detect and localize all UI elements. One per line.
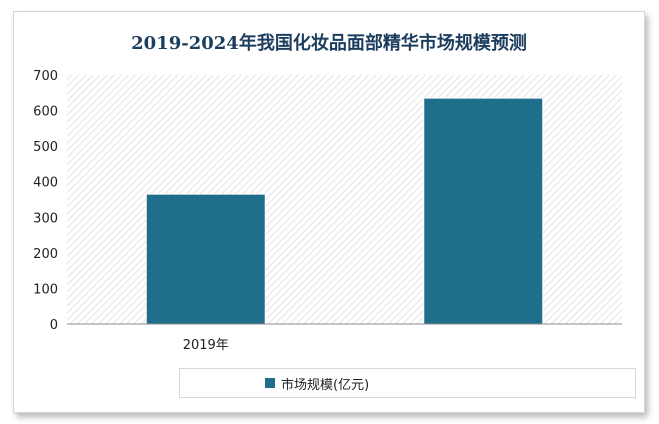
y-tick-label: 700	[33, 69, 58, 84]
y-tick-label: 500	[33, 140, 58, 155]
chart-plot: 0 100 200 300 400 500 600 700 2019年	[33, 69, 622, 353]
bars	[145, 97, 544, 325]
legend-label: 市场规模(亿元)	[281, 378, 370, 393]
x-tick-label: 2019年	[183, 338, 229, 353]
y-axis: 0 100 200 300 400 500 600 700	[33, 69, 58, 333]
chart-title: 2019-2024年我国化妆品面部精华市场规模预测	[131, 33, 527, 54]
bar	[423, 97, 544, 325]
bar	[145, 193, 266, 325]
x-axis: 2019年	[183, 338, 229, 353]
y-tick-label: 100	[33, 282, 58, 297]
y-tick-label: 600	[33, 105, 58, 120]
y-tick-label: 0	[50, 318, 58, 333]
legend: 市场规模(亿元)	[179, 368, 636, 398]
legend-swatch	[265, 378, 275, 388]
y-tick-label: 400	[33, 176, 58, 191]
y-tick-label: 200	[33, 247, 58, 262]
y-tick-label: 300	[33, 211, 58, 226]
chart-frame: 2019-2024年我国化妆品面部精华市场规模预测 0 100 200 300 400 5…	[13, 11, 645, 413]
